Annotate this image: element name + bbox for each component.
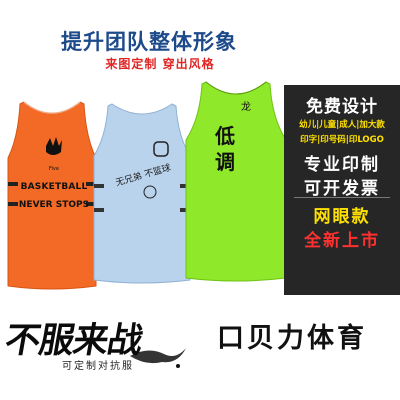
promo-panel: 免费设计 幼儿|儿童|成人|加大款 印字|印号码|印LOGO 专业印制 可开发票… <box>284 85 400 295</box>
panel-mesh: 网眼款 <box>313 207 371 227</box>
orange-vest-line2: NEVER STOPS <box>18 200 90 210</box>
brand-name: 口贝力体育 <box>217 323 367 354</box>
footer-bar <box>0 300 400 400</box>
brush-splash-icon <box>130 348 186 368</box>
orange-vest-line1: BASKETBALL <box>20 182 88 192</box>
orange-vest <box>6 98 98 290</box>
brush-subtitle: 可定制对抗服 <box>62 361 134 372</box>
panel-invoice: 可开发票 <box>304 179 380 199</box>
subheadline: 来图定制 穿出风格 <box>105 57 215 71</box>
orange-vest-shape <box>7 101 97 290</box>
panel-print-options: 印字|印号码|印LOGO <box>300 135 384 145</box>
orange-vest-logo-text: Five <box>49 166 59 172</box>
panel-new-arrival: 全新上市 <box>304 231 380 251</box>
panel-sizes: 幼儿|儿童|成人|加大款 <box>299 120 385 130</box>
headline: 提升团队整体形象 <box>61 30 237 54</box>
blue-vest <box>92 100 192 284</box>
panel-title: 免费设计 <box>306 97 378 117</box>
brush-title: 不服来战 <box>1 320 146 361</box>
green-vest-shape <box>185 81 287 282</box>
green-vest-char2: 调 <box>215 150 235 174</box>
green-vest-mark: 龙 <box>241 102 251 113</box>
green-vest <box>184 78 288 282</box>
panel-professional-print: 专业印制 <box>304 155 380 175</box>
blue-vest-shape <box>93 103 191 284</box>
panel-divider <box>294 197 390 198</box>
green-vest-char1: 低 <box>215 124 235 148</box>
